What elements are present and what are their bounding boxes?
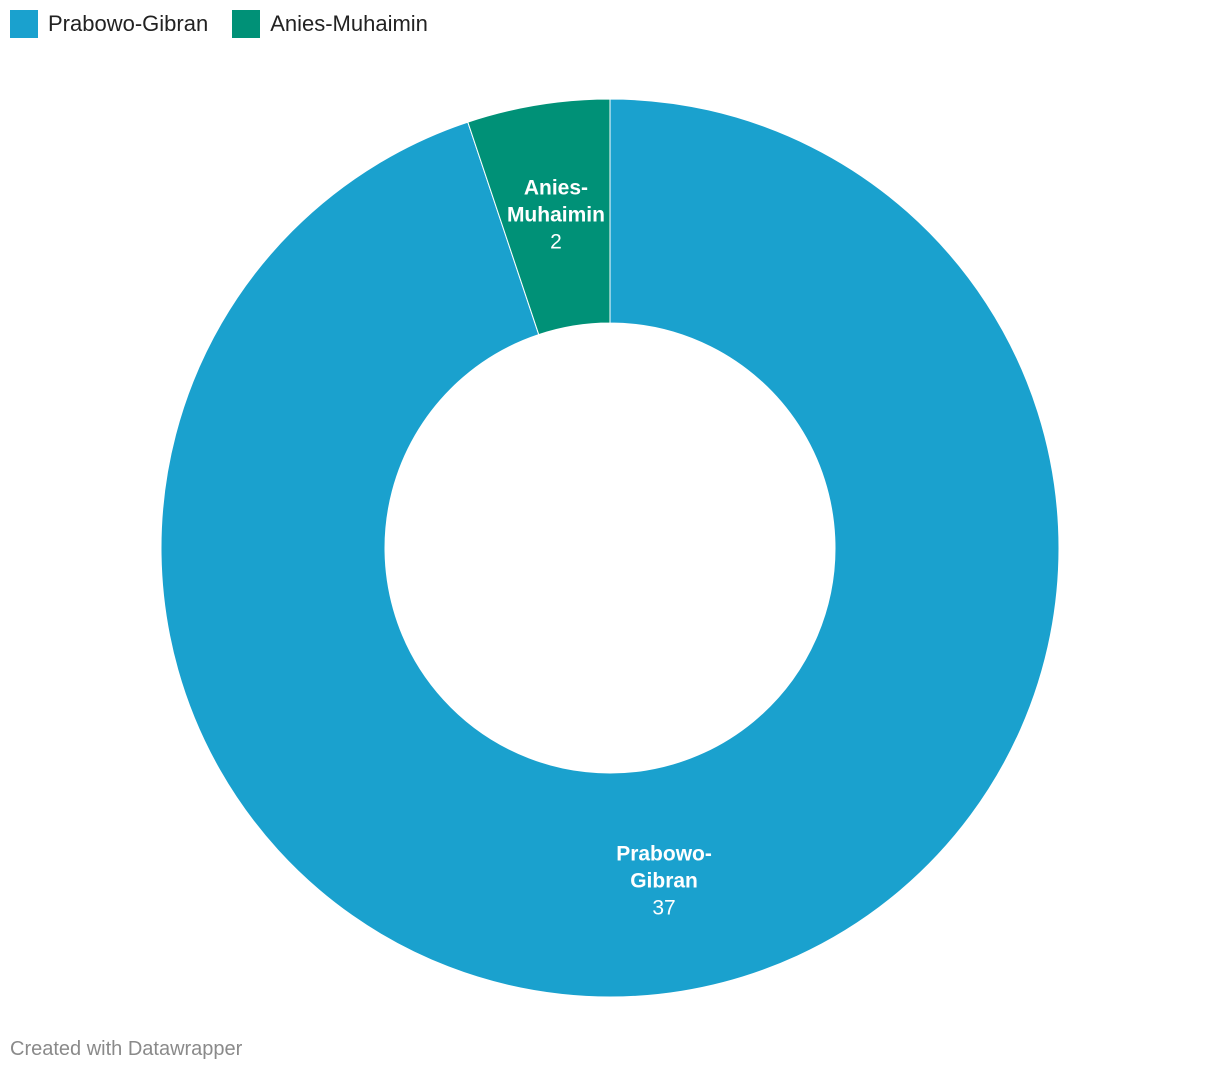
legend-swatch: [10, 10, 38, 38]
legend: Prabowo-Gibran Anies-Muhaimin: [10, 10, 428, 38]
legend-item: Prabowo-Gibran: [10, 10, 208, 38]
donut-slice: [160, 98, 1060, 998]
slice-value: 37: [652, 896, 676, 920]
legend-label: Anies-Muhaimin: [270, 11, 428, 36]
legend-label: Prabowo-Gibran: [48, 11, 209, 36]
slice-label: Anies-Muhaimin 2: [496, 175, 616, 256]
legend-swatch: [232, 10, 261, 38]
slice-value: 2: [550, 230, 562, 254]
legend-item: Anies-Muhaimin: [232, 10, 428, 38]
slice-label: Prabowo-Gibran 37: [604, 840, 724, 921]
slice-name: Prabowo-Gibran: [616, 842, 712, 893]
credit: Created with Datawrapper: [10, 1038, 243, 1060]
slice-name: Anies-Muhaimin: [506, 176, 605, 227]
donut-slice: [467, 98, 611, 336]
